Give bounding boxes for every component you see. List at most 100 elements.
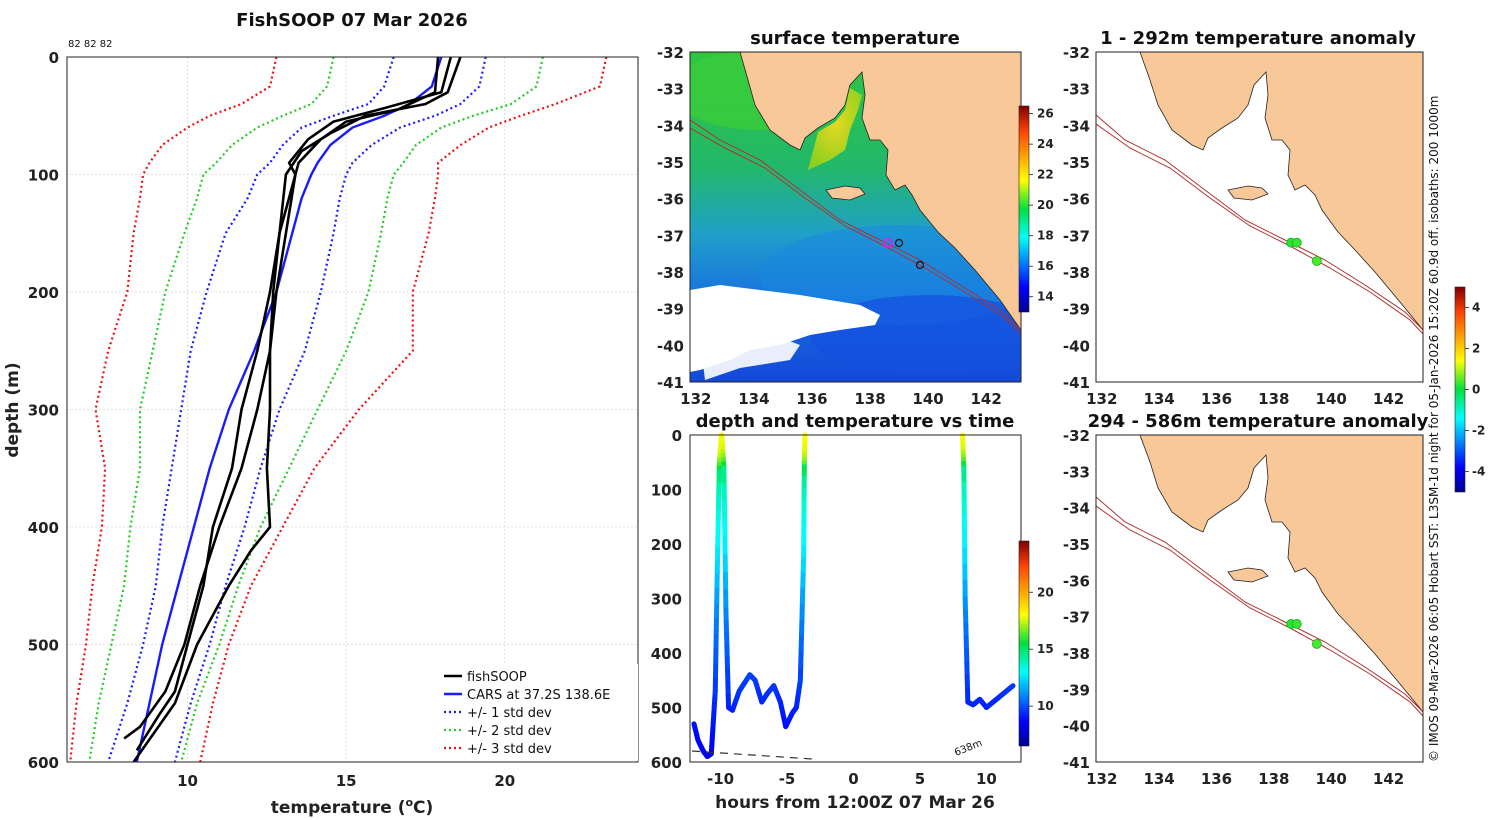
legend-entry-label: +/- 1 std dev <box>467 706 552 721</box>
anomaly-upper-y-tick-label: -38 <box>1063 264 1090 282</box>
anomaly-lower-points <box>1286 619 1322 649</box>
anomaly-upper-x-tick-label: 136 <box>1201 390 1232 408</box>
sst-isobath-1000 <box>690 127 1021 335</box>
anomaly-upper-x-tick-label: 142 <box>1373 390 1404 408</box>
anomaly-lower-x-tick-label: 140 <box>1316 770 1347 788</box>
profile-x-tick-label: 15 <box>336 772 357 790</box>
dt-x-tick-label: -5 <box>779 770 796 788</box>
profile-y-tick-label: 0 <box>49 49 59 67</box>
profile-y-tick-label: 500 <box>28 637 59 655</box>
anomaly-upper-island <box>1227 185 1269 201</box>
sst-y-tick-label: -39 <box>657 301 684 319</box>
sst-colorbar-tick-label: 14 <box>1037 290 1054 304</box>
dt-x-tick-label: -10 <box>707 770 734 788</box>
anomaly-upper-gulf <box>1212 88 1265 170</box>
profile-std-dev-line <box>69 57 278 762</box>
sst-x-tick-label: 140 <box>912 390 943 408</box>
sst-x-tick-label: 142 <box>971 390 1002 408</box>
anomaly-lower-isobath-200 <box>1096 496 1423 713</box>
sst-y-tick-label: -33 <box>657 81 684 99</box>
temperature-profile-chart: FishSOOP 07 Mar 2026 82 82 82 10 15 20 0 10… <box>3 10 639 818</box>
profile-y-tick-label: 600 <box>28 754 59 772</box>
profile-y-tick-label: 400 <box>28 519 59 537</box>
profile-std-dev-line <box>107 57 395 762</box>
anomaly-point <box>1311 256 1322 266</box>
dt-bottom-line <box>691 750 813 760</box>
dt-x-ticks: -10 -5 0 5 10 <box>707 770 997 788</box>
anomaly-upper-x-ticks: 132 134 136 138 140 142 <box>1086 390 1404 408</box>
sst-profile-marker <box>894 238 904 248</box>
anomaly-lower-y-tick-label: -34 <box>1063 500 1090 518</box>
anomaly-lower-x-tick-label: 138 <box>1258 770 1289 788</box>
dt-y-tick-label: 100 <box>651 482 682 500</box>
anomaly-upper-y-tick-label: -34 <box>1063 117 1090 135</box>
anomaly-upper-y-tick-label: -39 <box>1063 301 1090 319</box>
sst-colorbar-tick-label: 18 <box>1037 229 1054 243</box>
anomaly-upper-x-tick-label: 132 <box>1086 390 1117 408</box>
dt-colorbar-ticks: 10 15 20 <box>1029 585 1054 713</box>
dt-x-tick-label: 10 <box>976 770 997 788</box>
anomaly-lower-x-tick-label: 132 <box>1086 770 1117 788</box>
anomaly-point <box>1291 237 1302 248</box>
profile-x-ticks: 10 15 20 <box>177 772 515 790</box>
dt-y-tick-label: 200 <box>651 536 682 554</box>
anomaly-lower-title: 294 - 586m temperature anomaly <box>1088 411 1429 432</box>
anomaly-map-lower: 294 - 586m temperature anomaly 132 134 136… <box>1063 411 1429 788</box>
profile-std-dev-line <box>199 57 608 762</box>
anomaly-lower-y-tick-label: -37 <box>1063 609 1090 627</box>
anomaly-upper-y-ticks: -32 -33 -34 -35 -36 -37 -38 -39 -40 -41 <box>1063 44 1090 392</box>
anomaly-upper-y-tick-label: -32 <box>1063 44 1090 62</box>
sst-colorbar-tick-label: 20 <box>1037 198 1054 212</box>
dt-frame <box>689 434 1022 763</box>
profile-x-tick-label: 20 <box>494 772 515 790</box>
anomaly-upper-frame <box>1095 51 1424 383</box>
sst-colorbar-ticks: 14 16 18 20 22 24 26 <box>1029 107 1054 304</box>
dt-y-tick-label: 400 <box>651 645 682 663</box>
anomaly-upper-y-tick-label: -41 <box>1063 374 1090 392</box>
profile-fishsoop-line <box>135 57 453 751</box>
profile-cars-line <box>135 57 443 762</box>
anomaly-colorbar-tick-label: 4 <box>1472 301 1480 315</box>
profile-y-tick-label: 200 <box>28 284 59 302</box>
anomaly-lower-island <box>1227 567 1269 583</box>
depth-time-chart: depth and temperature vs time 638m -10 -5… <box>651 411 1054 813</box>
sst-x-ticks: 132 134 136 138 140 142 <box>680 390 1002 408</box>
dt-y-tick-label: 500 <box>651 700 682 718</box>
anomaly-lower-y-ticks: -32 -33 -34 -35 -36 -37 -38 -39 -40 -41 <box>1063 427 1090 772</box>
legend-entry-label: fishSOOP <box>467 670 527 685</box>
sst-y-ticks: -32 -33 -34 -35 -36 -37 -38 -39 -40 -41 <box>657 44 684 392</box>
profile-x-tick-label: 10 <box>177 772 198 790</box>
profile-lines <box>69 57 608 762</box>
sst-y-tick-label: -34 <box>657 117 684 135</box>
anomaly-upper-x-tick-label: 138 <box>1258 390 1289 408</box>
anomaly-colorbar-tick-label: 2 <box>1472 342 1480 356</box>
sst-gulf <box>808 88 862 170</box>
dt-x-tick-label: 0 <box>848 770 858 788</box>
anomaly-upper-x-tick-label: 134 <box>1143 390 1174 408</box>
dt-series <box>691 432 1016 760</box>
anomaly-lower-y-tick-label: -36 <box>1063 572 1090 590</box>
sst-colorbar-tick-label: 26 <box>1037 107 1054 121</box>
legend-box <box>438 664 638 761</box>
dt-y-tick-label: 0 <box>672 427 682 445</box>
sst-field <box>690 52 1021 382</box>
profile-std-dev-line <box>88 57 335 762</box>
dt-colorbar <box>1018 540 1030 747</box>
sst-vessel-marker <box>883 238 893 248</box>
anomaly-upper-y-tick-label: -37 <box>1063 227 1090 245</box>
anomaly-lower-x-tick-label: 142 <box>1373 770 1404 788</box>
profile-fishsoop-line <box>132 57 462 762</box>
sst-cloud-gap-2 <box>700 330 800 380</box>
anomaly-colorbar-tick-label: 0 <box>1472 383 1480 397</box>
sst-title: surface temperature <box>750 28 960 49</box>
dt-y-tick-label: 300 <box>651 591 682 609</box>
profile-title: FishSOOP 07 Mar 2026 <box>236 10 468 31</box>
dt-bottom-depth-label: 638m <box>953 738 984 759</box>
dt-y-tick-label: 600 <box>651 754 682 772</box>
sst-y-tick-label: -38 <box>657 264 684 282</box>
sst-isobath-200 <box>690 119 1021 331</box>
anomaly-lower-y-tick-label: -32 <box>1063 427 1090 445</box>
dt-track-segment <box>1009 683 1016 689</box>
anomaly-upper-land <box>1139 52 1423 331</box>
anomaly-map-upper: 1 - 292m temperature anomaly 132 134 136 13… <box>1063 28 1424 408</box>
